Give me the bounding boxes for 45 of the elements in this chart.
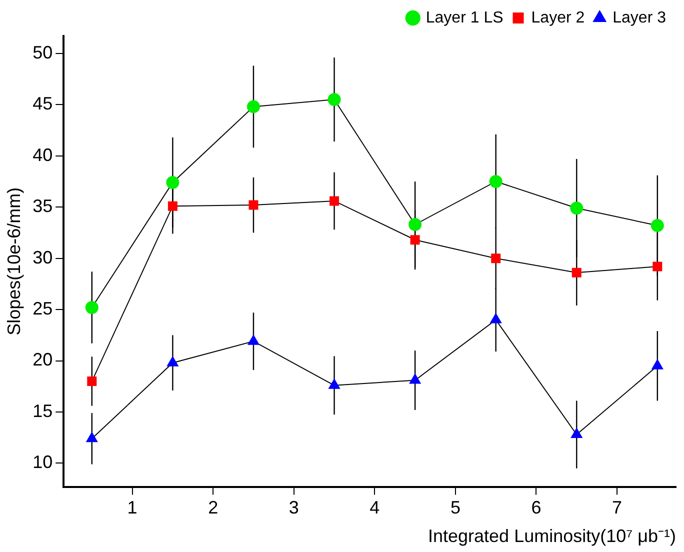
legend-label: Layer 3: [612, 9, 666, 26]
point: [652, 262, 662, 272]
point: [409, 374, 421, 384]
point: [166, 176, 180, 190]
y-tick-label: 45: [32, 94, 53, 114]
x-tick-label: 4: [370, 498, 380, 518]
y-tick-label: 20: [32, 350, 53, 370]
point: [87, 376, 97, 386]
y-tick-label: 40: [32, 144, 53, 165]
point: [86, 432, 98, 442]
point: [410, 235, 420, 245]
y-tick-label: 25: [32, 298, 53, 319]
x-tick-label: 3: [288, 498, 299, 518]
point: [328, 378, 340, 389]
y-tick-label: 50: [32, 42, 53, 62]
point: [166, 356, 178, 366]
x-tick-label: 6: [531, 498, 542, 518]
point: [490, 313, 502, 324]
point: [330, 196, 340, 206]
point: [85, 301, 98, 314]
point: [489, 174, 502, 188]
x-tick-label: 1: [127, 498, 138, 518]
point: [650, 219, 664, 232]
point: [168, 201, 178, 211]
point: [248, 334, 260, 345]
y-tick-label: 15: [32, 400, 53, 421]
point: [570, 202, 584, 215]
x-tick-label: 7: [612, 498, 622, 518]
point: [491, 254, 501, 264]
legend-label: Layer 1 LS: [426, 9, 504, 26]
x-tick-label: 5: [450, 498, 460, 518]
point: [328, 93, 341, 106]
point: [572, 268, 582, 278]
x-axis-title: Integrated Luminosity(10⁷ μb⁻¹): [428, 526, 676, 546]
point: [246, 100, 260, 114]
point: [408, 218, 422, 232]
y-tick-label: 30: [32, 247, 53, 268]
point: [248, 200, 258, 210]
legend-label: Layer 2: [531, 9, 585, 26]
y-tick-label: 10: [32, 452, 53, 472]
y-tick-label: 35: [32, 196, 53, 216]
point: [652, 359, 664, 370]
point: [570, 428, 582, 438]
y-axis-title: Slopes(10e-6/mm): [4, 187, 24, 336]
x-tick-label: 2: [208, 498, 218, 518]
